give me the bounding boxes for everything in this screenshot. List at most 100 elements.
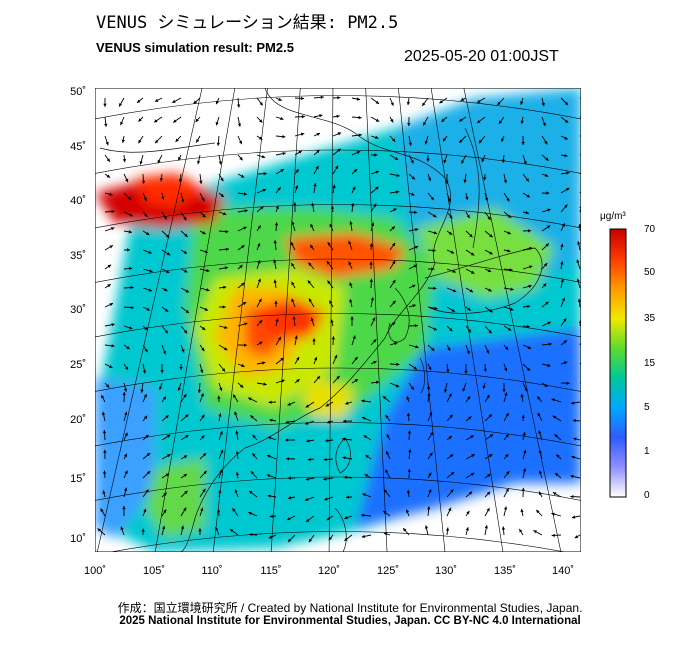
wind-arrow	[256, 260, 261, 270]
wind-arrow	[522, 344, 532, 350]
wind-arrow	[521, 487, 525, 498]
wind-arrow	[215, 116, 220, 126]
wind-arrow	[465, 453, 476, 460]
wind-arrow	[154, 97, 163, 103]
wind-arrow	[104, 192, 113, 196]
wind-arrow	[465, 230, 473, 238]
latitude-label: 40˚	[70, 195, 86, 207]
wind-arrow	[446, 435, 453, 441]
wind-arrow	[123, 487, 128, 498]
wind-arrow	[142, 470, 151, 479]
wind-arrow	[101, 411, 106, 422]
wind-arrow	[458, 135, 467, 144]
wind-arrow	[218, 413, 222, 422]
wind-arrow	[103, 449, 107, 460]
wind-arrow	[269, 418, 277, 422]
wind-arrow	[305, 401, 315, 408]
wind-arrow	[199, 488, 206, 498]
wind-arrow	[161, 249, 171, 256]
wind-arrow	[218, 430, 223, 441]
wind-arrow	[123, 230, 133, 234]
wind-arrow	[465, 435, 474, 441]
latitude-label: 35˚	[70, 250, 86, 262]
wind-arrow	[573, 437, 581, 441]
wind-arrow	[329, 300, 334, 308]
wind-arrow	[234, 411, 239, 422]
wind-arrow	[123, 266, 133, 271]
wind-arrow	[256, 135, 263, 140]
wind-arrow	[290, 241, 296, 251]
wind-arrow	[389, 116, 394, 123]
wind-arrow	[389, 300, 396, 308]
wind-arrow	[427, 248, 436, 253]
wind-arrow	[142, 452, 151, 460]
wind-arrow	[175, 135, 182, 143]
wind-arrow	[537, 412, 543, 422]
wind-arrow	[560, 153, 568, 158]
wind-arrow	[463, 173, 467, 184]
wind-arrow	[285, 438, 296, 442]
wind-arrow	[104, 209, 115, 214]
wind-arrow	[503, 470, 510, 479]
wind-arrow	[141, 528, 145, 536]
wind-arrow	[199, 393, 204, 403]
wind-arrow	[310, 223, 315, 232]
wind-arrow	[522, 192, 531, 198]
wind-arrow	[180, 473, 188, 479]
wind-arrow	[123, 453, 128, 460]
latitude-label: 50˚	[70, 86, 86, 98]
wind-arrow	[560, 339, 568, 346]
wind-arrow	[104, 302, 114, 308]
wind-arrow	[104, 227, 115, 232]
wind-arrow	[389, 342, 398, 346]
wind-arrow	[342, 437, 353, 441]
wind-arrow	[570, 401, 581, 405]
wind-arrow	[237, 116, 242, 127]
wind-arrow	[180, 306, 190, 314]
wind-arrow	[446, 393, 452, 403]
wind-arrow	[446, 489, 454, 498]
wind-arrow	[351, 97, 361, 101]
wind-arrow	[198, 528, 202, 536]
wind-arrow	[313, 95, 324, 99]
wind-arrow	[142, 230, 150, 236]
wind-arrow	[465, 344, 470, 355]
wind-arrow	[275, 357, 285, 365]
wind-arrow	[384, 469, 391, 479]
wind-arrow	[199, 452, 207, 460]
wind-arrow	[503, 325, 512, 331]
wind-arrow	[389, 321, 396, 327]
wind-arrow	[427, 230, 438, 235]
wind-arrow	[123, 470, 128, 479]
wind-arrow	[484, 211, 491, 221]
wind-arrow	[503, 268, 513, 272]
wind-arrow	[123, 325, 133, 330]
wind-arrow	[520, 393, 524, 403]
wind-arrow	[142, 393, 147, 403]
wind-arrow	[157, 154, 163, 164]
wind-arrow	[406, 97, 411, 106]
wind-arrow	[484, 287, 492, 292]
wind-arrow	[405, 509, 410, 517]
wind-arrow	[427, 325, 438, 331]
wind-arrow	[351, 168, 358, 175]
wind-arrow	[104, 154, 111, 163]
wind-arrow	[235, 430, 239, 441]
wind-arrow	[256, 298, 262, 308]
wind-arrow	[538, 430, 543, 441]
wind-arrow	[424, 525, 429, 536]
wind-arrow	[237, 209, 248, 213]
wind-arrow	[484, 268, 492, 273]
wind-arrow	[578, 223, 581, 232]
wind-arrow	[311, 202, 315, 213]
wind-arrow	[427, 452, 433, 460]
wind-arrow	[389, 260, 396, 270]
latitude-gridline	[95, 422, 581, 447]
wind-arrow	[100, 508, 106, 517]
wind-arrow	[286, 515, 296, 521]
wind-arrow	[100, 394, 106, 403]
wind-arrow	[218, 325, 228, 329]
wind-arrow	[218, 382, 223, 392]
wind-arrow	[476, 116, 486, 124]
wind-arrow	[464, 363, 468, 374]
